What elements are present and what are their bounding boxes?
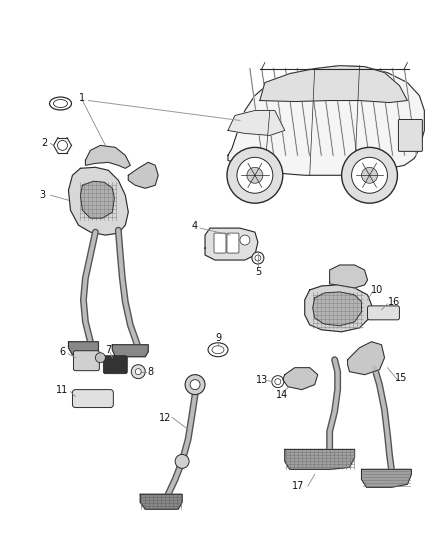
Polygon shape — [260, 66, 407, 102]
Circle shape — [255, 255, 261, 261]
FancyBboxPatch shape — [399, 119, 422, 151]
Circle shape — [252, 252, 264, 264]
Text: 1: 1 — [79, 93, 85, 102]
Circle shape — [185, 375, 205, 394]
Circle shape — [237, 157, 273, 193]
Circle shape — [190, 379, 200, 390]
Text: 4: 4 — [192, 221, 198, 231]
Circle shape — [240, 235, 250, 245]
Polygon shape — [228, 110, 285, 135]
FancyBboxPatch shape — [214, 233, 226, 253]
Text: 10: 10 — [371, 285, 384, 295]
Circle shape — [175, 455, 189, 469]
Circle shape — [135, 369, 141, 375]
Text: 13: 13 — [256, 375, 268, 385]
Ellipse shape — [208, 343, 228, 357]
Text: 3: 3 — [39, 190, 46, 200]
Polygon shape — [112, 345, 148, 357]
Ellipse shape — [49, 97, 71, 110]
Circle shape — [131, 365, 145, 378]
Circle shape — [272, 376, 284, 387]
Polygon shape — [81, 181, 114, 218]
Circle shape — [342, 148, 397, 203]
Circle shape — [352, 157, 388, 193]
Polygon shape — [68, 342, 99, 355]
Text: 11: 11 — [57, 385, 69, 394]
Text: 2: 2 — [42, 139, 48, 148]
Circle shape — [275, 378, 281, 385]
Polygon shape — [228, 66, 424, 175]
Circle shape — [247, 167, 263, 183]
Polygon shape — [348, 342, 385, 375]
Polygon shape — [140, 494, 182, 509]
Polygon shape — [85, 146, 130, 168]
Polygon shape — [68, 167, 128, 235]
Polygon shape — [330, 265, 367, 288]
Text: 7: 7 — [105, 345, 112, 355]
Text: 8: 8 — [147, 367, 153, 377]
Text: 17: 17 — [292, 481, 304, 491]
Ellipse shape — [53, 100, 67, 108]
Circle shape — [361, 167, 378, 183]
Circle shape — [227, 148, 283, 203]
Polygon shape — [205, 228, 258, 260]
Text: 9: 9 — [215, 333, 221, 343]
Text: 5: 5 — [255, 267, 261, 277]
Polygon shape — [285, 449, 355, 470]
Circle shape — [57, 140, 67, 150]
Text: 14: 14 — [276, 390, 288, 400]
Polygon shape — [361, 470, 411, 487]
FancyBboxPatch shape — [227, 233, 239, 253]
Text: 6: 6 — [60, 347, 66, 357]
FancyBboxPatch shape — [72, 390, 113, 408]
FancyBboxPatch shape — [103, 356, 127, 374]
Polygon shape — [305, 285, 371, 332]
FancyBboxPatch shape — [367, 306, 399, 320]
Circle shape — [95, 353, 106, 362]
Polygon shape — [283, 368, 318, 390]
Ellipse shape — [212, 346, 224, 354]
Text: 12: 12 — [159, 413, 171, 423]
Text: 15: 15 — [395, 373, 408, 383]
Polygon shape — [313, 292, 361, 326]
Text: 16: 16 — [389, 297, 401, 307]
FancyBboxPatch shape — [74, 351, 99, 370]
Polygon shape — [128, 163, 158, 188]
